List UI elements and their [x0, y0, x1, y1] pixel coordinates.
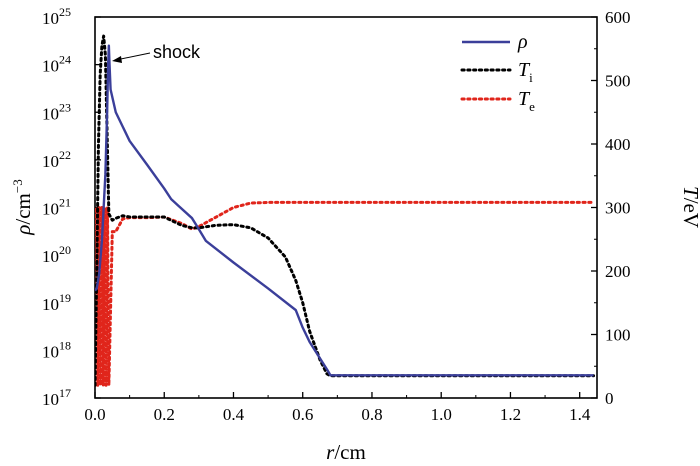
right-y-tick-label: 600 — [605, 8, 631, 27]
left-y-tick-label: 1024 — [42, 53, 71, 76]
left-y-tick-label: 1018 — [42, 338, 71, 361]
shock-annotation: shock — [112, 42, 201, 63]
x-tick-label: 0.2 — [154, 405, 175, 424]
x-axis-ticks: 0.0 0.2 0.4 0.6 0.8 1.0 1.2 1.4 — [84, 392, 591, 424]
right-y-tick-label: 500 — [605, 72, 631, 91]
legend-item-ti: Ti — [460, 59, 533, 85]
legend-label-ti: Ti — [518, 59, 533, 85]
left-y-tick-label: 1023 — [42, 100, 71, 123]
right-y-tick-label: 200 — [605, 262, 631, 281]
right-y-axis-unit: /eV — [679, 198, 700, 228]
left-y-tick-label: 1019 — [42, 291, 71, 314]
legend-label-te: Te — [518, 88, 535, 114]
legend: ρ Ti Te — [460, 31, 535, 114]
right-y-axis-title: T/eV — [679, 186, 700, 228]
left-y-axis-exponent: −3 — [10, 179, 25, 193]
right-y-axis-symbol: T — [679, 186, 700, 199]
series-layer — [95, 34, 596, 387]
legend-label-rho: ρ — [517, 31, 528, 53]
right-y-axis-ticks: 0 100 200 300 400 500 600 — [591, 8, 631, 408]
left-y-axis-ticks: 1017 1018 1019 1020 1021 1022 1023 1024 1025 — [42, 5, 101, 409]
legend-item-te: Te — [460, 88, 535, 114]
right-y-tick-label: 300 — [605, 199, 631, 218]
x-tick-label: 1.4 — [569, 405, 591, 424]
left-y-tick-label: 1021 — [42, 196, 71, 219]
left-y-tick-label: 1025 — [42, 5, 71, 28]
left-y-tick-label: 1020 — [42, 243, 71, 266]
x-axis-unit: /cm — [334, 440, 366, 464]
left-y-tick-label: 1017 — [42, 386, 71, 409]
right-y-tick-label: 400 — [605, 135, 631, 154]
x-tick-label: 0.8 — [361, 405, 382, 424]
x-tick-label: 0.4 — [223, 405, 245, 424]
left-y-axis-symbol: ρ — [11, 225, 35, 236]
plot-area: 0.0 0.2 0.4 0.6 0.8 1.0 1.2 1.4 1017 1018 1019 102… — [42, 5, 631, 424]
x-tick-label: 1.2 — [500, 405, 521, 424]
left-y-axis-title: ρ/cm−3 — [10, 179, 35, 235]
left-y-tick-label: 1022 — [42, 148, 71, 171]
left-y-axis-unit: /cm — [11, 193, 35, 225]
series-line-Te — [95, 200, 596, 387]
x-tick-label: 0.6 — [292, 405, 313, 424]
shock-label: shock — [153, 42, 201, 62]
x-tick-label: 0.0 — [84, 405, 105, 424]
x-axis-title: r/cm — [326, 440, 366, 464]
x-tick-label: 1.0 — [431, 405, 452, 424]
right-y-tick-label: 100 — [605, 326, 631, 345]
series-line-Ti — [95, 34, 596, 387]
legend-item-rho: ρ — [462, 31, 528, 53]
right-y-tick-label: 0 — [605, 389, 614, 408]
x-axis-symbol: r — [326, 440, 335, 464]
shock-arrowhead-icon — [112, 56, 122, 63]
series-line-rho — [95, 44, 594, 377]
shock-arrow — [115, 52, 151, 61]
